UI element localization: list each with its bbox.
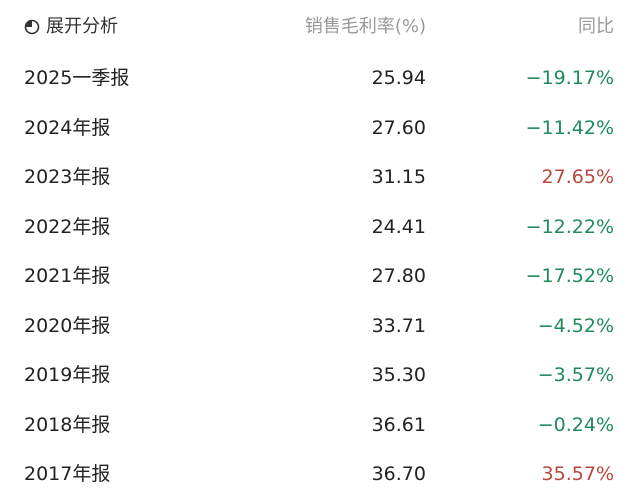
table-row[interactable]: 2025一季报 25.94 −19.17%	[0, 54, 640, 103]
table-row[interactable]: 2024年报 27.60 −11.42%	[0, 104, 640, 153]
table-row[interactable]: 2018年报 36.61 −0.24%	[0, 401, 640, 450]
period-cell: 2023年报	[24, 166, 111, 188]
table-row[interactable]: 2023年报 31.15 27.65%	[0, 153, 640, 202]
column-header-yoy[interactable]: 同比	[578, 16, 614, 37]
margin-cell: 27.60	[371, 116, 426, 139]
column-header-margin[interactable]: 销售毛利率(%)	[304, 16, 426, 37]
margin-cell: 25.94	[371, 67, 426, 89]
period-cell: 2021年报	[24, 265, 111, 287]
table-row[interactable]: 2020年报 33.71 −4.52%	[0, 302, 640, 351]
period-cell: 2025一季报	[24, 67, 130, 89]
period-cell: 2022年报	[24, 215, 111, 238]
table-row[interactable]: 2019年报 35.30 −3.57%	[0, 351, 640, 400]
period-cell: 2024年报	[24, 116, 111, 139]
yoy-cell: −4.52%	[537, 314, 614, 337]
yoy-cell: −3.57%	[537, 364, 614, 386]
yoy-cell: 27.65%	[541, 166, 614, 188]
margin-cell: 27.80	[371, 265, 426, 287]
table-row[interactable]: 2017年报 36.70 35.57%	[0, 450, 640, 499]
margin-cell: 31.15	[371, 166, 426, 188]
expand-analysis-button[interactable]: 展开分析	[24, 0, 118, 54]
period-cell: 2017年报	[24, 463, 111, 485]
expand-analysis-label: 展开分析	[46, 16, 118, 37]
pie-chart-icon	[24, 19, 40, 35]
yoy-cell: −19.17%	[525, 67, 614, 89]
period-cell: 2019年报	[24, 364, 111, 386]
margin-cell: 24.41	[371, 215, 426, 238]
margin-cell: 36.70	[371, 463, 426, 485]
yoy-cell: −17.52%	[525, 265, 614, 287]
yoy-cell: −12.22%	[525, 215, 614, 238]
margin-cell: 33.71	[371, 314, 426, 337]
yoy-cell: −0.24%	[537, 413, 614, 436]
margin-cell: 35.30	[371, 364, 426, 386]
period-cell: 2018年报	[24, 413, 111, 436]
table-row[interactable]: 2021年报 27.80 −17.52%	[0, 252, 640, 301]
table-row[interactable]: 2022年报 24.41 −12.22%	[0, 203, 640, 252]
period-cell: 2020年报	[24, 314, 111, 337]
yoy-cell: 35.57%	[541, 463, 614, 485]
table-header: 展开分析 销售毛利率(%) 同比	[0, 0, 640, 54]
margin-cell: 36.61	[371, 413, 426, 436]
yoy-cell: −11.42%	[525, 116, 614, 139]
